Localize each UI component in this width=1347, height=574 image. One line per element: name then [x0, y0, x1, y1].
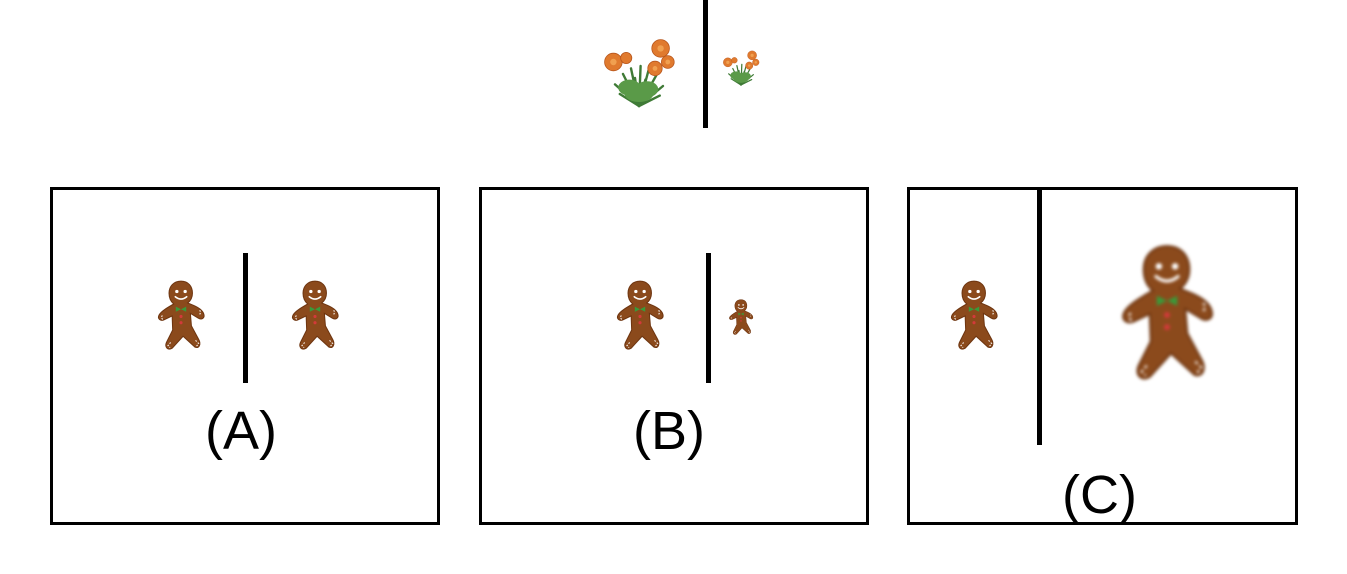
flower-bush-icon: [603, 38, 676, 108]
panel-c: (C): [907, 187, 1298, 525]
panel-a: (A): [50, 187, 440, 525]
gingerbread-man-icon: [950, 280, 998, 350]
panel-c-divider: [1037, 190, 1042, 445]
gingerbread-man-icon: [157, 280, 205, 350]
gingerbread-man-icon: [1121, 244, 1214, 381]
panel-c-label: (C): [1062, 465, 1137, 525]
gingerbread-man-icon: [291, 280, 339, 350]
panel-a-label: (A): [205, 401, 277, 461]
gingerbread-man-icon: [729, 299, 754, 335]
panel-b-divider: [706, 253, 711, 383]
panel-a-divider: [243, 253, 248, 383]
panel-b: (B): [479, 187, 869, 525]
panel-b-label: (B): [633, 401, 705, 461]
flower-bush-icon: [722, 50, 760, 86]
gingerbread-man-icon: [616, 280, 664, 350]
example-divider: [703, 0, 708, 128]
